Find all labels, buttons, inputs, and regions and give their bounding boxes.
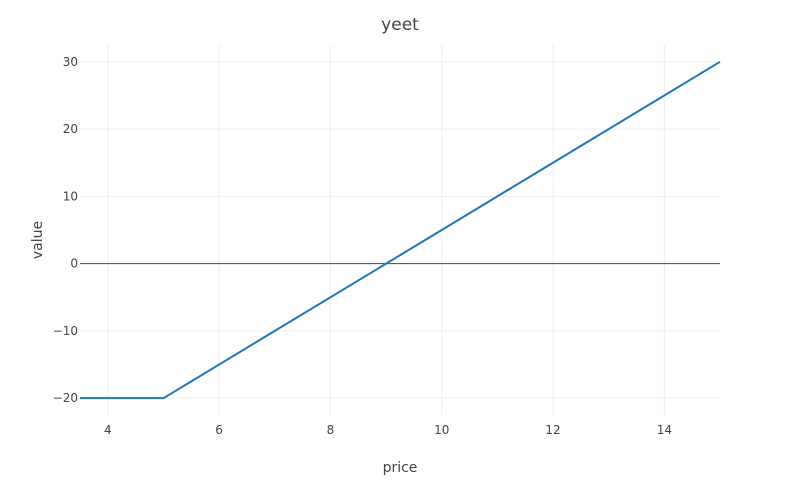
y-tick-label: 20 <box>63 122 78 136</box>
y-tick-label: 30 <box>63 55 78 69</box>
series-layer <box>80 60 721 400</box>
x-tick-label: 8 <box>327 423 335 437</box>
x-tick-label: 14 <box>657 423 672 437</box>
x-axis-title: price <box>383 460 418 476</box>
y-tick-label: 0 <box>70 257 78 271</box>
x-tick-label: 6 <box>215 423 223 437</box>
y-tick-label: 10 <box>63 189 78 203</box>
grid-layer <box>80 45 720 415</box>
x-tick-label: 12 <box>545 423 560 437</box>
y-tick-labels: −20 −10 0 10 20 30 <box>53 55 78 405</box>
y-tick-label: −10 <box>53 324 78 338</box>
x-tick-label: 4 <box>104 423 112 437</box>
x-tick-label: 10 <box>434 423 449 437</box>
chart-title: yeet <box>381 15 419 35</box>
y-axis-title: value <box>30 221 46 259</box>
series-line <box>80 60 721 400</box>
x-tick-labels: 4 6 8 10 12 14 <box>104 423 672 437</box>
y-tick-label: −20 <box>53 391 78 405</box>
